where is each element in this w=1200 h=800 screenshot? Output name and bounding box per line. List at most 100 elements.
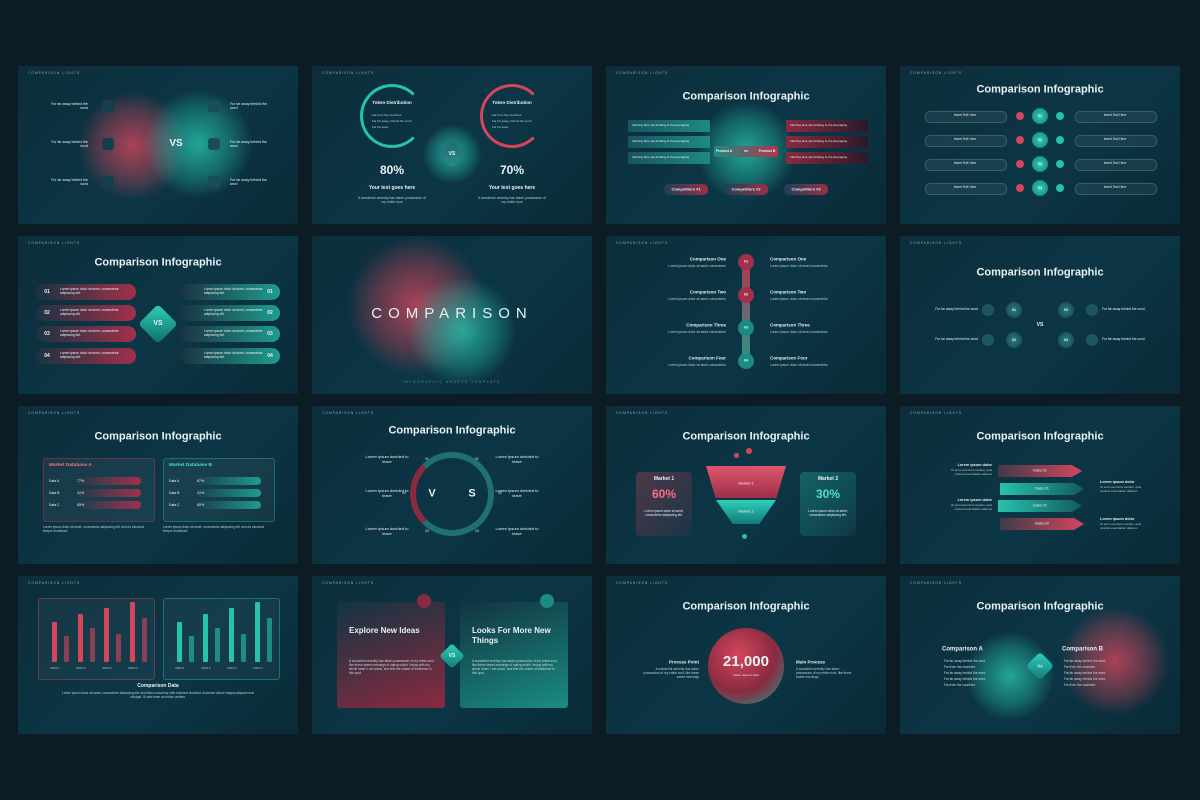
bullet: Far far away, behind the word <box>492 119 532 123</box>
bar <box>130 602 135 662</box>
slide-label: COMPARISON LIGHTS <box>616 411 669 415</box>
row-label: Data B <box>169 490 180 495</box>
item: For far away behind the word <box>230 177 267 186</box>
row-title: Comparison One <box>770 256 807 262</box>
bullet: Far from the countries <box>944 665 976 669</box>
slide: COMPARISON LIGHTS Comparison Infographic 0… <box>18 236 298 394</box>
icon-box <box>102 176 114 188</box>
number: 01 <box>743 258 749 264</box>
slide-title: Comparison Data <box>137 683 179 689</box>
node <box>1032 156 1048 172</box>
bullet: Far far away behind the word <box>944 659 986 663</box>
node <box>1058 302 1074 318</box>
icon-box <box>102 138 114 150</box>
row-text: Lorem ipsum dolor sit amet consectetur <box>668 363 726 368</box>
pill <box>925 183 1007 195</box>
bar <box>52 622 57 662</box>
percent: 80% <box>379 162 405 177</box>
cover-subtitle: INFOGRAPHIC ASSETS TEMPLATE <box>402 379 502 384</box>
node <box>738 320 754 336</box>
bullet: Far far away behind the word <box>1064 659 1106 663</box>
item: For far away behind the word <box>51 177 88 186</box>
item: For far away behind the word <box>1102 337 1145 342</box>
icon <box>540 594 554 608</box>
slide-label: COMPARISON LIGHTS <box>910 411 963 415</box>
pill <box>1075 111 1157 123</box>
number: 02 <box>1012 337 1016 342</box>
row-title: Comparison One <box>689 256 726 262</box>
text: Lorem ipsum dolor sit amet, consectetur … <box>60 308 119 316</box>
pill <box>1075 183 1157 195</box>
item: Insert Text Here <box>1103 113 1127 118</box>
row-text: Lorem ipsum dolor sit amet consectetur <box>668 330 726 335</box>
arrow <box>998 465 1082 477</box>
bullet: Far far away <box>492 125 509 129</box>
pill <box>664 184 708 195</box>
row-title: Comparison Three <box>686 322 726 328</box>
product-bar <box>714 146 778 157</box>
block-title: Lorem ipsum dolor <box>1100 517 1135 521</box>
row-label: Data C <box>169 502 180 507</box>
item: Insert Text Here <box>1103 161 1127 166</box>
percent: 60% <box>651 486 677 501</box>
slide: COMPARISON LIGHTS Token Distribution Far f… <box>312 66 592 224</box>
market-name: Market 2 <box>817 476 839 482</box>
funnel-label: Market 1 <box>738 480 754 486</box>
note: Inferring blue sky thinking to the lever… <box>632 123 690 128</box>
card <box>337 602 445 708</box>
row-pill <box>180 284 280 300</box>
number: 03 <box>1038 161 1042 166</box>
row-title: Comparison Four <box>688 355 726 361</box>
slide: COMPARISON LIGHTS Comparison Infographic F… <box>900 236 1180 394</box>
panel-title: Market Database B <box>169 463 212 469</box>
number: 02 <box>743 291 749 297</box>
slide-title: Comparison Infographic <box>94 256 222 269</box>
item: For far away behind the word <box>51 139 88 148</box>
bullet: Far from the countries <box>372 113 402 117</box>
bullet: Far from the countries <box>1064 683 1096 687</box>
glow <box>407 276 517 386</box>
slide-title: Comparison Infographic <box>682 600 810 613</box>
node <box>1058 332 1074 348</box>
item: Lorem Ipsum decided to leave <box>365 454 409 464</box>
item: Insert Text Here <box>953 185 977 190</box>
bar <box>241 634 246 662</box>
side-title: Process Point <box>668 659 699 665</box>
row-text: Lorem ipsum dolor sit amet consectetur <box>668 297 726 302</box>
axis-label: DATA 1 <box>50 666 60 670</box>
dot <box>1016 160 1024 168</box>
slide-label: COMPARISON LIGHTS <box>28 411 81 415</box>
bullet: Far from the countries <box>944 683 976 687</box>
row-pill <box>36 305 136 321</box>
pill <box>1075 159 1157 171</box>
bar-bg <box>195 501 261 509</box>
letter: V <box>428 487 436 500</box>
number: 02 <box>498 491 502 496</box>
percent: 30% <box>815 486 841 501</box>
dot <box>1016 112 1024 120</box>
bullet: Far far away, behind the word <box>372 119 412 123</box>
card-body: A wonderful serenity has taken possessio… <box>472 659 558 675</box>
number: 04 <box>1038 185 1042 190</box>
slide-title: Comparison Infographic <box>976 430 1104 443</box>
axis-label: DATA 4 <box>128 666 138 670</box>
slide: COMPARISON LIGHTS DATA 1 DATA 1 DATA 2 DATA … <box>18 576 298 734</box>
axis-label: DATA 4 <box>253 666 263 670</box>
slide: COMPARISON LIGHTS Explore New Ideas A wond… <box>312 576 592 734</box>
slide: COMPARISON LIGHTS Comparison Infographic M… <box>606 406 886 564</box>
row-pill <box>36 284 136 300</box>
slide-label: COMPARISON LIGHTS <box>616 581 669 585</box>
row-pill <box>180 348 280 364</box>
dot <box>1056 160 1064 168</box>
note-box <box>628 120 710 132</box>
slide-label: COMPARISON LIGHTS <box>910 241 963 245</box>
market-card <box>800 472 856 536</box>
side-body: A wonderful serenity has taken possessio… <box>796 667 852 679</box>
node <box>1032 108 1048 124</box>
item: Insert Text Here <box>1103 137 1127 142</box>
block-title: Lorem ipsum dolor <box>957 463 992 467</box>
card-body: A wonderful serenity has taken possessio… <box>349 659 435 675</box>
dot <box>1016 136 1024 144</box>
slide-label: COMPARISON LIGHTS <box>28 71 81 75</box>
slide-label: COMPARISON LIGHTS <box>28 581 81 585</box>
